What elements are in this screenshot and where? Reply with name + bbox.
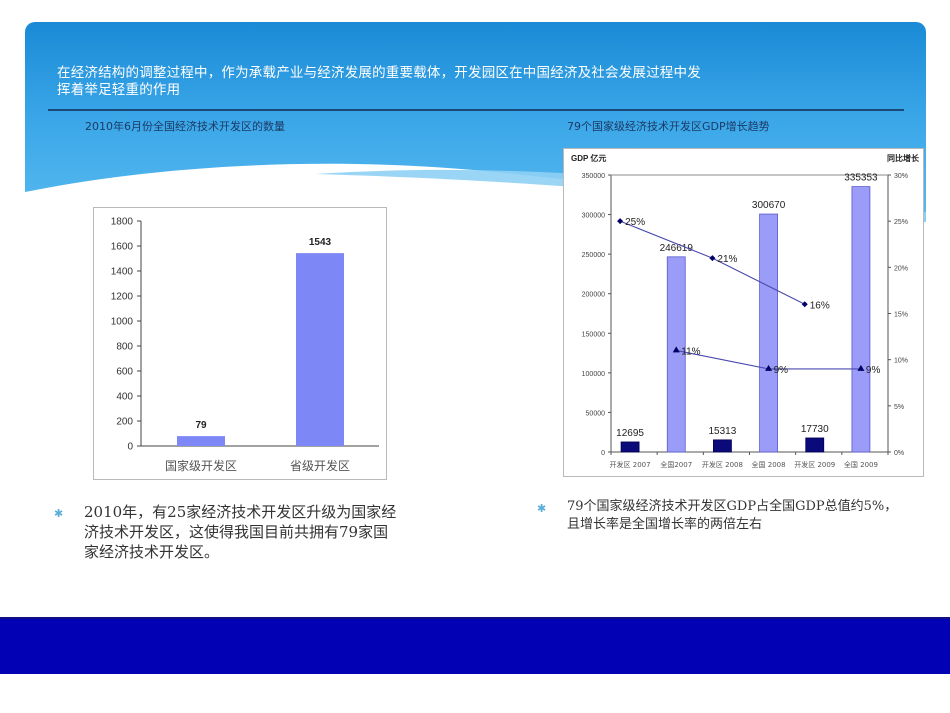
right-y-tick-label: 15% (894, 312, 908, 319)
left-y-tick-label: 50000 (586, 410, 606, 417)
bar (296, 253, 344, 446)
left-y-tick-label: 200000 (582, 292, 605, 299)
bar (177, 436, 225, 446)
growth-label: 21% (717, 254, 737, 265)
gdp-bar (851, 186, 871, 453)
left-y-tick-label: 0 (601, 450, 605, 457)
right-y-tick-label: 30% (894, 173, 908, 180)
header-divider (48, 109, 904, 111)
y-tick-label: 1000 (111, 317, 134, 328)
y-tick-label: 800 (116, 342, 133, 353)
bullet-zone-upgrade: ✱ 2010年，有25家经济技术开发区升级为国家经 济技术开发区，这使得我国目前… (54, 502, 474, 572)
gdp-bar (713, 439, 732, 453)
y-tick-label: 400 (116, 392, 133, 403)
gdp-bar-label: 12695 (616, 428, 644, 439)
bar-value-label: 1543 (309, 237, 332, 248)
diamond-marker-icon (709, 255, 716, 262)
growth-label: 9% (866, 365, 881, 376)
y-tick-label: 1200 (111, 292, 134, 303)
right-y-tick-label: 25% (894, 219, 908, 226)
gdp-bar-label: 17730 (801, 424, 829, 435)
bullet-gdp-share: ✱ 79个国家级经济技术开发区GDP占全国GDP总值约5%， 且增长率是全国增长… (537, 498, 947, 538)
bullet-text-line: 且增长率是全国增长率的两倍左右 (567, 517, 763, 532)
left-y-tick-label: 150000 (582, 331, 605, 338)
gdp-bar (666, 256, 686, 453)
gdp-bar (805, 437, 825, 453)
right-y-tick-label: 20% (894, 265, 908, 272)
diamond-marker-icon (617, 218, 624, 225)
y-tick-label: 1800 (111, 217, 134, 228)
right-axis-title: 同比增长 (887, 153, 920, 163)
left-chart-title: 2010年6月份全国经济技术开发区的数量 (85, 120, 285, 133)
x-category-label: 开发区 2009 (794, 460, 835, 469)
headline-line-1: 在经济结构的调整过程中，作为承载产业与经济发展的重要载体，开发园区在中国经济及社… (57, 65, 701, 81)
gdp-bar-label: 15313 (709, 426, 737, 437)
x-category-label: 全国2007 (660, 460, 692, 469)
x-category-label: 省级开发区 (290, 458, 350, 473)
gdp-bar-label: 300670 (752, 200, 786, 211)
footer-bar (0, 617, 950, 674)
zone-count-chart-svg: 0 200 400 600 800 1000 1200 1400 1600 1800 79 国家级开发… (111, 217, 379, 473)
asterisk-bullet-icon: ✱ (537, 502, 547, 515)
gdp-bar (620, 441, 640, 453)
growth-label: 9% (774, 365, 789, 376)
headline-line-2: 挥着举足轻重的作用 (57, 82, 181, 98)
left-y-tick-label: 100000 (582, 371, 605, 378)
right-y-tick-label: 5% (894, 404, 904, 411)
bullet-text-line: 济技术开发区，这使得我国目前共拥有79家国 (84, 523, 389, 541)
x-category-label: 全国 2009 (844, 460, 878, 469)
left-y-tick-label: 350000 (582, 173, 605, 180)
gdp-trend-chart-svg: GDP 亿元 同比增长 0 50000 100000 150000 200000 250000… (571, 153, 920, 469)
zone-count-chart: 0 200 400 600 800 1000 1200 1400 1600 1800 79 国家级开发… (93, 207, 387, 480)
y-tick-label: 600 (116, 367, 133, 378)
gdp-bar-label: 246619 (660, 243, 694, 254)
gdp-trend-chart: GDP 亿元 同比增长 0 50000 100000 150000 200000 250000… (563, 148, 924, 477)
bullet-text-line: 2010年，有25家经济技术开发区升级为国家经 (84, 503, 397, 521)
left-y-tick-label: 300000 (582, 213, 605, 220)
diamond-marker-icon (801, 301, 808, 308)
bullet-text-line: 家经济技术开发区。 (84, 543, 220, 561)
triangle-marker-icon (857, 364, 865, 371)
bullet-text-line: 79个国家级经济技术开发区GDP占全国GDP总值约5%， (567, 499, 898, 514)
y-tick-label: 200 (116, 417, 133, 428)
y-tick-label: 0 (127, 442, 133, 453)
right-y-tick-label: 10% (894, 358, 908, 365)
y-tick-label: 1400 (111, 267, 134, 278)
left-axis-unit: GDP 亿元 (571, 153, 606, 163)
right-chart-title: 79个国家级经济技术开发区GDP增长趋势 (567, 120, 770, 133)
growth-label: 11% (681, 346, 700, 357)
x-category-label: 开发区 2008 (702, 460, 743, 469)
y-tick-label: 1600 (111, 242, 134, 253)
page-headline: 在经济结构的调整过程中，作为承载产业与经济发展的重要载体，开发园区在中国经济及社… (57, 65, 817, 99)
x-category-label: 国家级开发区 (165, 458, 237, 473)
x-category-label: 开发区 2007 (610, 460, 651, 469)
bar-value-label: 79 (195, 420, 207, 431)
x-category-label: 全国 2008 (752, 460, 786, 469)
left-y-tick-label: 250000 (582, 252, 605, 259)
gdp-bar (759, 213, 778, 453)
right-y-tick-label: 0% (894, 450, 904, 457)
asterisk-bullet-icon: ✱ (54, 507, 64, 520)
triangle-marker-icon (672, 346, 680, 353)
gdp-bar-label: 335353 (844, 173, 878, 184)
triangle-marker-icon (765, 364, 773, 371)
growth-label: 16% (810, 300, 830, 311)
growth-label: 25% (625, 217, 645, 228)
